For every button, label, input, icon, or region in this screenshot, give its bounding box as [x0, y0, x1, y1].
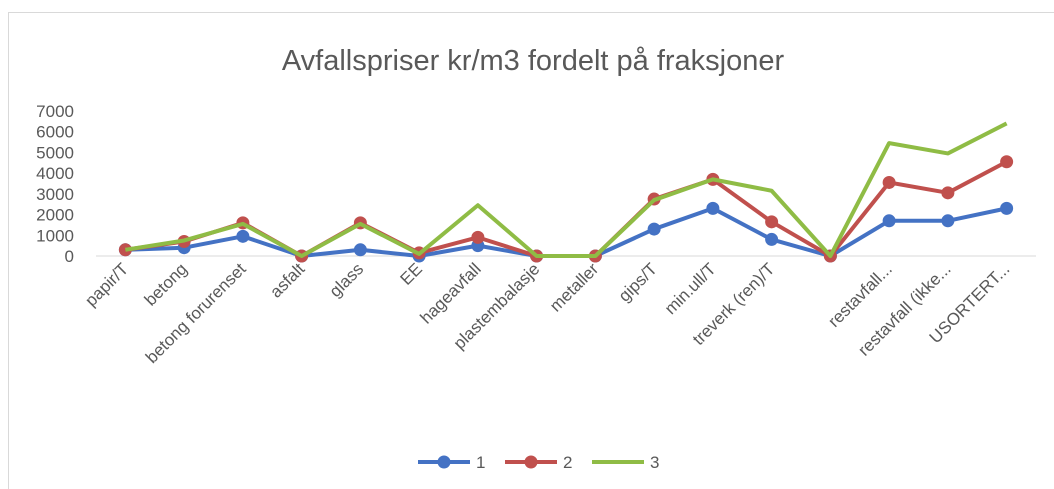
y-tick-label: 0 [65, 247, 74, 266]
point [765, 232, 779, 246]
legend-item: 2 [505, 453, 572, 472]
y-tick-label: 3000 [36, 185, 74, 204]
legend-marker [437, 455, 451, 469]
point [882, 175, 896, 189]
point [1000, 201, 1014, 215]
legend-item: 3 [592, 453, 659, 472]
legend-item: 1 [418, 453, 485, 472]
point [647, 222, 661, 236]
point [765, 215, 779, 229]
point [353, 243, 367, 257]
y-tick-label: 1000 [36, 226, 74, 245]
point [941, 214, 955, 228]
point [471, 230, 485, 244]
point [706, 201, 720, 215]
legend-marker [524, 455, 538, 469]
legend-label: 1 [476, 453, 485, 472]
chart-title: Avfallspriser kr/m3 fordelt på fraksjone… [282, 45, 785, 77]
legend-label: 3 [650, 453, 659, 472]
series-line [125, 121, 1008, 258]
y-tick-label: 6000 [36, 123, 74, 142]
point [882, 214, 896, 228]
point [941, 186, 955, 200]
point [236, 229, 250, 243]
y-tick-label: 7000 [36, 102, 74, 121]
point [1000, 155, 1014, 169]
y-tick-label: 4000 [36, 164, 74, 183]
legend-label: 2 [563, 453, 572, 472]
y-tick-label: 5000 [36, 143, 74, 162]
y-tick-label: 2000 [36, 206, 74, 225]
